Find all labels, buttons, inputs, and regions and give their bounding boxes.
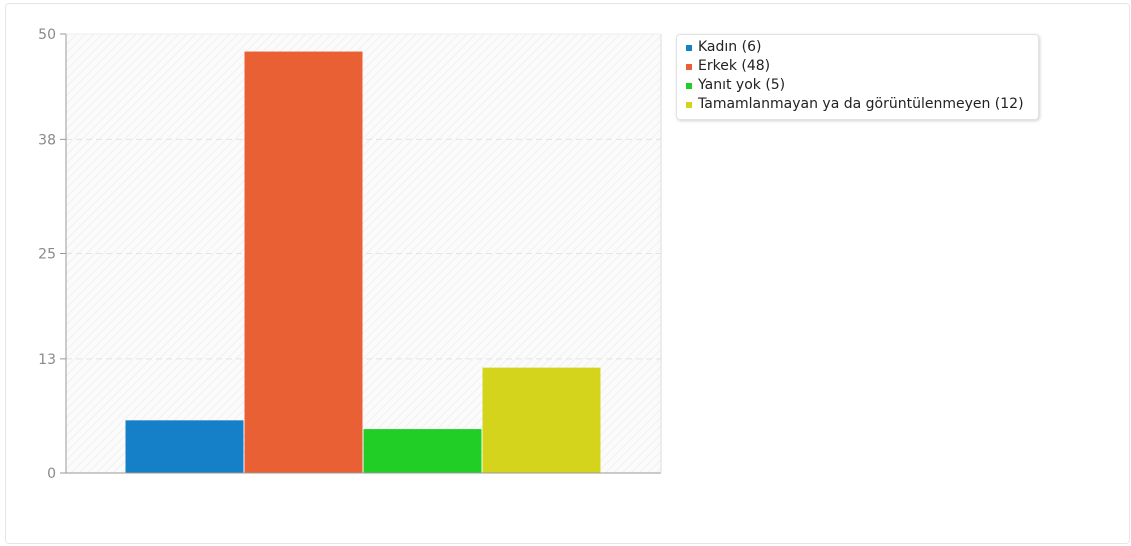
- y-tick-label: 0: [47, 466, 56, 482]
- legend-label: Tamamlanmayan ya da görüntülenmeyen (12): [698, 96, 1024, 112]
- legend-swatch: [686, 82, 692, 89]
- y-tick-label: 25: [38, 247, 56, 263]
- bar-series-1[interactable]: [244, 51, 363, 474]
- bars: [125, 51, 601, 474]
- legend-swatch: [686, 44, 692, 51]
- legend-item[interactable]: Yanıt yok (5): [686, 76, 1024, 95]
- legend-label: Erkek (48): [698, 58, 771, 74]
- bar-series-0[interactable]: [125, 420, 244, 473]
- legend-label: Yanıt yok (5): [698, 77, 786, 93]
- legend-swatch: [686, 101, 692, 108]
- legend-item[interactable]: Kadın (6): [686, 38, 1024, 57]
- legend-swatch: [686, 63, 692, 70]
- y-axis-ticks: 0 13 25 38 50: [38, 27, 66, 482]
- legend: Kadın (6) Erkek (48) Yanıt yok (5) Tamamlan…: [676, 34, 1039, 120]
- y-tick-label: 38: [38, 132, 56, 148]
- legend-item[interactable]: Erkek (48): [686, 57, 1024, 76]
- y-tick-label: 50: [38, 27, 56, 43]
- bar-series-3[interactable]: [482, 367, 601, 473]
- bar-series-2[interactable]: [363, 429, 482, 473]
- legend-item[interactable]: Tamamlanmayan ya da görüntülenmeyen (12): [686, 95, 1024, 114]
- y-tick-label: 13: [38, 352, 56, 368]
- legend-label: Kadın (6): [698, 39, 762, 55]
